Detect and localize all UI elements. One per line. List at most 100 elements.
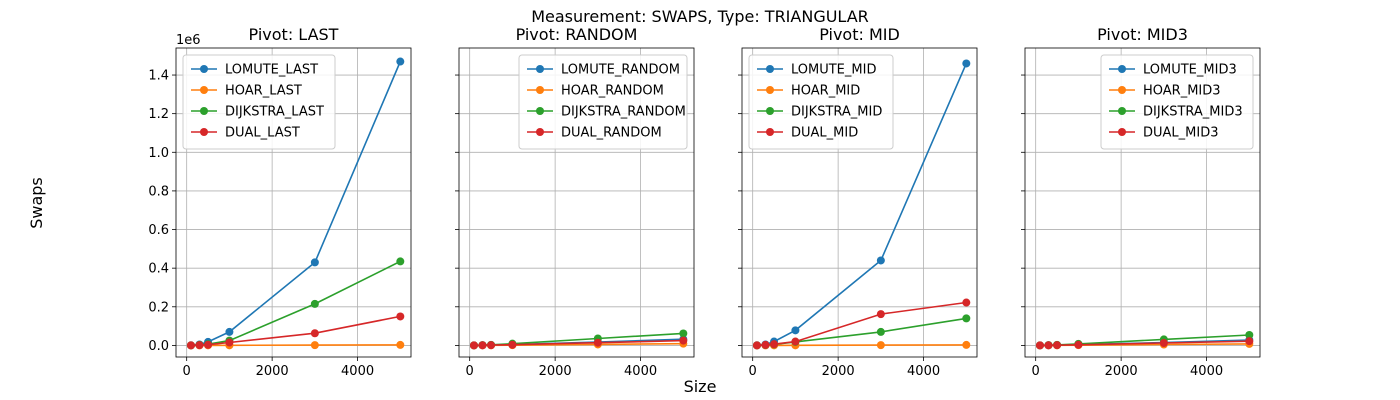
y-tick-label: 0.8: [148, 184, 169, 199]
series-line: [191, 344, 401, 347]
data-point: [962, 340, 971, 349]
subplot-2: Pivot: RANDOM 0 2000 4000 LOMUTE_RANDOM HOAR_…: [455, 25, 695, 379]
legend-label: DIJKSTRA_RANDOM: [561, 105, 686, 120]
data-point: [396, 340, 405, 349]
legend-label: HOAR_RANDOM: [561, 84, 664, 99]
legend-marker: [1118, 128, 1126, 136]
x-tick-label: 4000: [907, 364, 940, 379]
legend-marker: [766, 107, 774, 115]
data-point: [225, 327, 234, 336]
legend-label: DIJKSTRA_MID: [791, 105, 882, 120]
axes-frame: [458, 47, 695, 358]
legend-marker: [766, 128, 774, 136]
data-point: [791, 326, 800, 335]
data-point: [791, 337, 800, 346]
subplot-3: Pivot: MID 0 2000 4000 LOMUTE_MID HOAR_MID DIJ…: [738, 25, 978, 379]
legend-marker: [766, 65, 774, 73]
legend: LOMUTE_MID3 HOAR_MID3 DIJKSTRA_MID3 DUAL_MI…: [1100, 54, 1254, 150]
data-point: [1053, 341, 1062, 350]
legend-marker: [200, 65, 208, 73]
data-point: [310, 258, 319, 267]
axes-frame: [741, 47, 978, 358]
data-point: [962, 59, 971, 68]
legend-marker: [536, 65, 544, 73]
data-point: [593, 338, 602, 347]
legend-box: [518, 54, 688, 150]
legend-label: LOMUTE_MID: [791, 63, 876, 78]
data-point: [679, 329, 688, 338]
x-tick-label: 0: [1032, 364, 1040, 379]
data-point: [761, 340, 770, 349]
data-point: [876, 327, 885, 336]
subplot-title: Pivot: RANDOM: [516, 25, 638, 44]
x-tick-label: 2000: [822, 364, 855, 379]
data-point: [1245, 337, 1254, 346]
data-point: [962, 298, 971, 307]
y-tick-label: 0.6: [148, 223, 169, 238]
y-tick-label: 1.2: [148, 107, 169, 122]
x-tick-label: 2000: [539, 364, 572, 379]
x-tick-label: 2000: [256, 364, 289, 379]
legend: LOMUTE_MID HOAR_MID DIJKSTRA_MID DUAL_MID: [748, 54, 894, 150]
legend-label: DIJKSTRA_MID3: [1143, 105, 1243, 120]
data-point: [310, 299, 319, 308]
legend-marker: [536, 128, 544, 136]
x-tick-label: 0: [466, 364, 474, 379]
series-dual-random: [469, 336, 688, 350]
subplot-title: Pivot: MID3: [1097, 25, 1188, 44]
legend-marker: [1118, 86, 1126, 94]
legend-label: DIJKSTRA_LAST: [225, 105, 324, 120]
data-point: [1245, 330, 1254, 339]
data-point: [487, 341, 496, 350]
data-point: [1074, 340, 1083, 349]
series-lomute-random: [469, 335, 688, 350]
subplot-title: Pivot: LAST: [249, 25, 339, 44]
data-point: [186, 341, 195, 350]
data-point: [962, 314, 971, 323]
legend-marker: [1118, 107, 1126, 115]
series-line: [756, 317, 967, 347]
legend-label: LOMUTE_RANDOM: [561, 63, 680, 78]
x-tick-label: 4000: [341, 364, 374, 379]
data-point: [310, 341, 319, 350]
data-point: [204, 340, 213, 349]
subplot-title: Pivot: MID: [819, 25, 900, 44]
legend: LOMUTE_RANDOM HOAR_RANDOM DIJKSTRA_RANDOM D…: [518, 54, 688, 150]
legend-label: HOAR_LAST: [225, 84, 302, 99]
y-tick-label: 1.0: [148, 146, 169, 161]
data-point: [1044, 341, 1053, 350]
data-point: [508, 340, 517, 349]
data-point: [679, 336, 688, 345]
data-point: [195, 341, 204, 350]
series-dual-mid3: [1035, 337, 1254, 350]
legend-box: [1100, 54, 1254, 150]
legend-marker: [536, 107, 544, 115]
x-tick-label: 0: [183, 364, 191, 379]
y-axis-offset-label: 1e6: [176, 33, 201, 48]
legend-marker: [200, 107, 208, 115]
series-dual-last: [186, 312, 405, 350]
legend-label: DUAL_MID: [791, 126, 858, 141]
data-point: [396, 312, 405, 321]
legend-marker: [200, 86, 208, 94]
data-point: [478, 341, 487, 350]
data-point: [770, 340, 779, 349]
data-point: [1159, 338, 1168, 347]
data-point: [396, 57, 405, 66]
x-tick-label: 2000: [1105, 364, 1138, 379]
subplot-4: Pivot: MID3 0 2000 4000 LOMUTE_MID3 HOAR_MID3…: [1021, 25, 1261, 379]
y-tick-label: 0.2: [148, 300, 169, 315]
data-point: [225, 338, 234, 347]
axes-frame: [175, 47, 412, 358]
y-tick-label: 0.4: [148, 262, 169, 277]
subplots: Pivot: LAST 0 2000 4000 0.0 0.2 0.4 0.6 0.8 1.0 1.…: [148, 25, 1261, 379]
data-point: [396, 257, 405, 266]
data-point: [310, 329, 319, 338]
subplot-1: Pivot: LAST 0 2000 4000 0.0 0.2 0.4 0.6 0.8 1.0 1.…: [148, 25, 412, 379]
x-tick-label: 0: [749, 364, 757, 379]
legend: LOMUTE_LAST HOAR_LAST DIJKSTRA_LAST DUAL_LA…: [182, 54, 336, 150]
y-axis-label: Swaps: [27, 177, 46, 229]
legend-marker: [536, 86, 544, 94]
legend-marker: [200, 128, 208, 136]
